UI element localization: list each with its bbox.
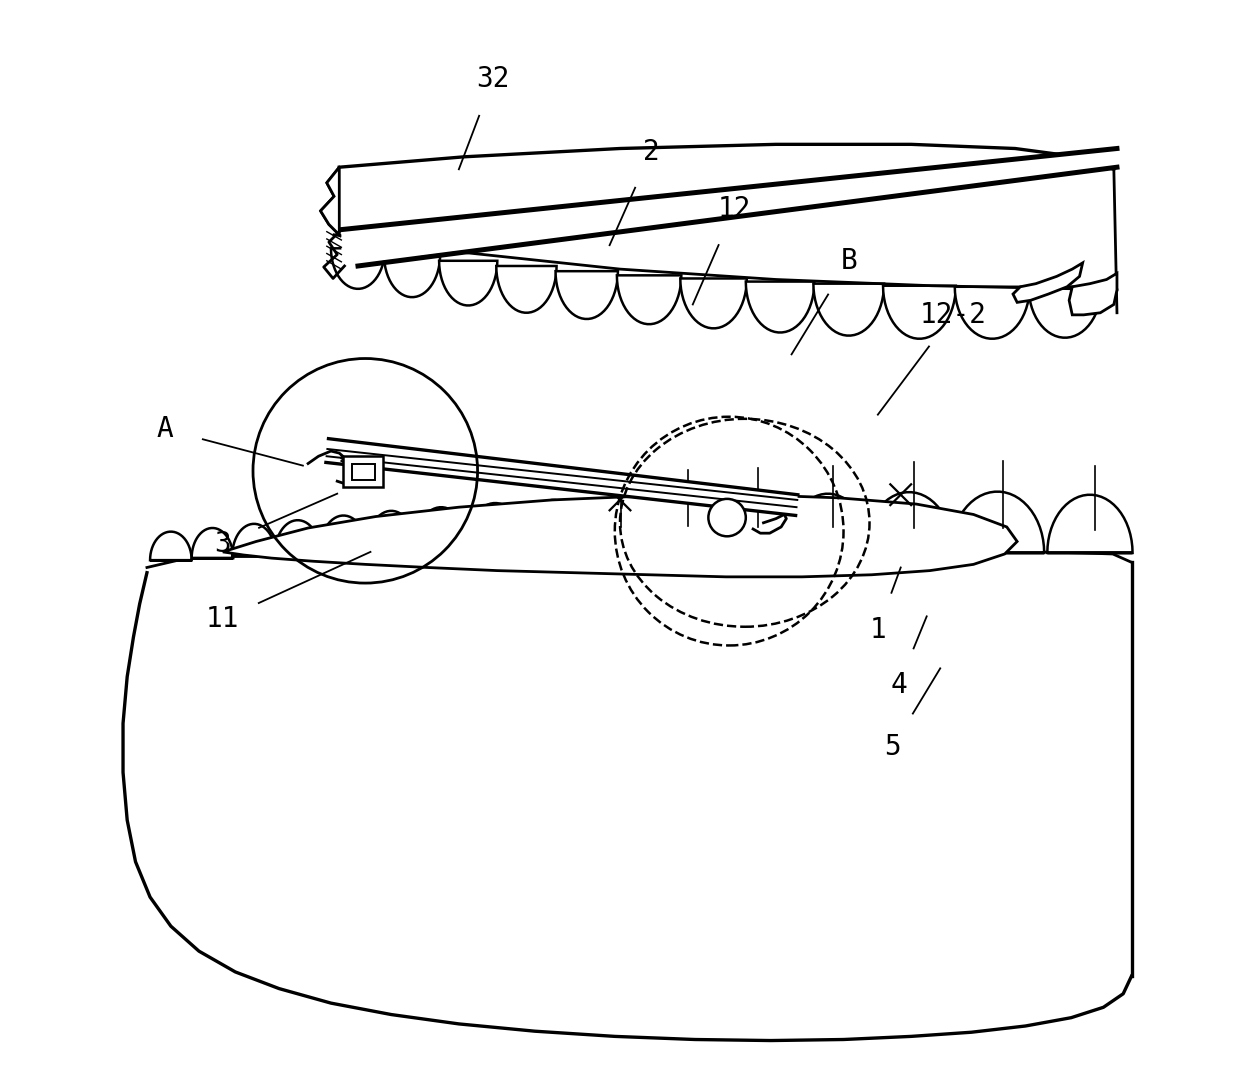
Polygon shape — [150, 532, 192, 560]
Text: 12-2: 12-2 — [919, 301, 986, 329]
Polygon shape — [813, 284, 884, 336]
Text: 32: 32 — [476, 65, 510, 93]
Polygon shape — [466, 504, 525, 548]
Polygon shape — [616, 275, 681, 324]
Polygon shape — [951, 492, 1044, 553]
Polygon shape — [883, 286, 956, 339]
Polygon shape — [787, 494, 868, 550]
Polygon shape — [1069, 273, 1117, 315]
Polygon shape — [414, 507, 469, 549]
Polygon shape — [583, 497, 649, 547]
Polygon shape — [1048, 495, 1132, 553]
Text: 3: 3 — [215, 530, 231, 558]
Polygon shape — [223, 495, 1017, 577]
Bar — [343, 456, 383, 487]
Polygon shape — [366, 511, 417, 550]
Bar — [352, 464, 374, 480]
Polygon shape — [334, 235, 1117, 313]
Polygon shape — [384, 255, 440, 297]
Polygon shape — [745, 282, 815, 332]
Text: B: B — [841, 247, 857, 275]
Polygon shape — [321, 167, 340, 235]
Text: A: A — [156, 415, 174, 443]
Text: 5: 5 — [884, 733, 900, 761]
Polygon shape — [439, 261, 497, 305]
Polygon shape — [1029, 287, 1101, 338]
Polygon shape — [275, 520, 321, 554]
Polygon shape — [955, 287, 1029, 339]
Polygon shape — [232, 524, 275, 556]
Text: 4: 4 — [890, 671, 906, 699]
Polygon shape — [1013, 263, 1083, 302]
Polygon shape — [864, 492, 954, 552]
Polygon shape — [320, 516, 367, 552]
Circle shape — [708, 499, 745, 536]
Polygon shape — [522, 500, 584, 547]
Text: 1: 1 — [869, 616, 887, 644]
Polygon shape — [331, 248, 386, 289]
Polygon shape — [647, 496, 718, 547]
Polygon shape — [340, 144, 1114, 313]
Text: 2: 2 — [642, 138, 660, 166]
Polygon shape — [192, 529, 233, 558]
Polygon shape — [681, 278, 746, 328]
Text: 12: 12 — [718, 195, 751, 223]
Polygon shape — [326, 439, 797, 516]
Polygon shape — [496, 266, 557, 313]
Polygon shape — [556, 271, 618, 318]
Polygon shape — [715, 495, 791, 548]
Text: 11: 11 — [206, 605, 239, 634]
